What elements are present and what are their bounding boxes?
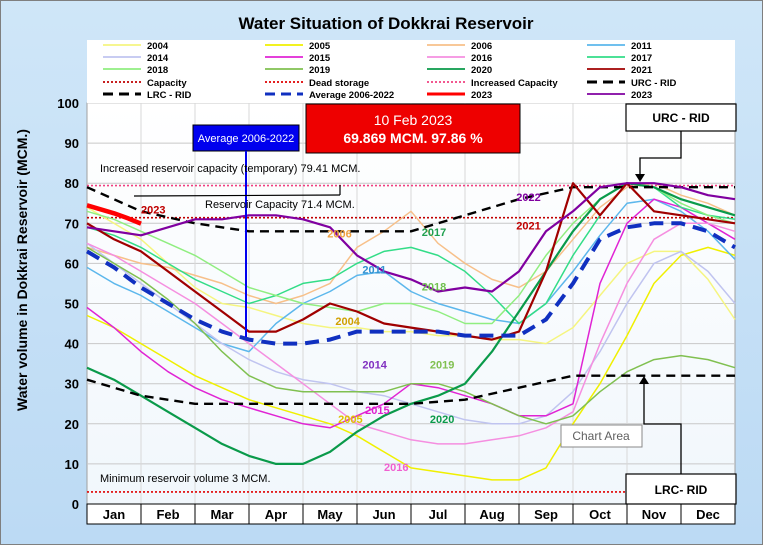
y-tick-label: 30 — [65, 377, 79, 392]
x-tick-label: Oct — [589, 507, 611, 522]
x-tick-label: Apr — [265, 507, 287, 522]
legend-label: 2011 — [631, 41, 652, 52]
legend-label: 2023 — [471, 90, 492, 101]
y-tick-label: 20 — [65, 417, 79, 432]
inline-year-label: 2018 — [422, 282, 446, 294]
svg-text:LRC- RID: LRC- RID — [655, 483, 708, 497]
inline-year-label: 2016 — [384, 462, 408, 474]
y-tick-label: 70 — [65, 216, 79, 231]
svg-text:69.869 MCM. 97.86 %: 69.869 MCM. 97.86 % — [343, 130, 483, 146]
legend-label: LRC - RID — [147, 90, 191, 101]
series-line-2004 — [86, 206, 736, 345]
y-tick-label: 40 — [65, 337, 79, 352]
legend-label: 2005 — [309, 41, 331, 52]
inline-year-label: 2005 — [338, 414, 362, 426]
inline-year-label: 2015 — [365, 405, 389, 417]
series-line-lrc-rid — [86, 374, 735, 405]
legend-label: Increased Capacity — [471, 78, 558, 89]
x-tick-label: Jan — [103, 507, 125, 522]
series-line-2023-red-current- — [86, 203, 142, 226]
inline-year-label: 2021 — [516, 220, 540, 232]
annotation-lrc-box: LRC- RID — [625, 376, 737, 505]
label-reservoir-capacity: Reservoir Capacity 71.4 MCM. — [205, 199, 355, 211]
x-tick-label: Feb — [156, 507, 179, 522]
legend-label: 2020 — [471, 65, 492, 76]
inline-year-label: 2022 — [516, 192, 540, 204]
y-axis-label: Water volume in Dokkrai Reservoir (MCM.) — [14, 129, 30, 411]
y-tick-label: 0 — [72, 497, 79, 512]
chart-title: Water Situation of Dokkrai Reservoir — [238, 14, 533, 33]
x-tick-label: Aug — [479, 507, 504, 522]
legend-label: Capacity — [147, 78, 187, 89]
series-line-2019 — [86, 246, 736, 425]
inline-year-label: 2004 — [335, 316, 360, 328]
legend-label: URC - RID — [631, 78, 677, 89]
legend-background — [87, 40, 735, 103]
annotation-average-box: Average 2006-2022 — [192, 124, 300, 337]
legend-label: 2018 — [147, 65, 168, 76]
inline-year-label: 2023 — [141, 204, 165, 216]
x-tick-label: Sep — [534, 507, 558, 522]
svg-text:Average 2006-2022: Average 2006-2022 — [198, 133, 294, 145]
x-tick-label: Mar — [210, 507, 233, 522]
legend-label: 2021 — [631, 65, 653, 76]
legend-label: 2015 — [309, 53, 331, 64]
y-tick-label: 60 — [65, 256, 79, 271]
x-tick-label: Dec — [696, 507, 720, 522]
x-tick-label: Jul — [429, 507, 448, 522]
legend-label: 2016 — [471, 53, 492, 64]
svg-text:Chart Area: Chart Area — [572, 429, 630, 443]
legend-label: 2006 — [471, 41, 492, 52]
svg-text:URC - RID: URC - RID — [652, 111, 710, 125]
series-line-2011 — [86, 198, 736, 353]
legend-label: Average 2006-2022 — [309, 90, 394, 101]
label-minimum-volume: Minimum reservoir volume 3 MCM. — [100, 473, 271, 485]
series-line-2005 — [86, 246, 736, 481]
y-tick-label: 50 — [65, 297, 79, 312]
x-tick-label: May — [317, 507, 343, 522]
legend-label: 2014 — [147, 53, 169, 64]
legend-label: Dead storage — [309, 78, 369, 89]
y-tick-label: 90 — [65, 136, 79, 151]
x-tick-label: Nov — [642, 507, 667, 522]
inline-year-label: 2006 — [327, 228, 351, 240]
inline-year-label: 2011 — [362, 264, 386, 276]
inline-year-label: 2020 — [430, 414, 454, 426]
legend-label: 2017 — [631, 53, 652, 64]
chart-area-tooltip: Chart Area — [560, 424, 643, 448]
legend-label: 2004 — [147, 41, 169, 52]
legend: 2004 2005 2006 2011 2014 2015 2016 2017 2018 2019… — [87, 40, 735, 103]
inline-year-label: 2017 — [422, 227, 446, 239]
y-tick-label: 80 — [65, 176, 79, 191]
series-line-urc-rid — [86, 185, 735, 233]
y-tick-label: 100 — [57, 96, 79, 111]
series-line-2006 — [86, 182, 736, 305]
y-tick-label: 10 — [65, 457, 79, 472]
label-increased-capacity: Increased reservoir capacity (temporary)… — [100, 163, 360, 175]
inline-year-label: 2014 — [362, 359, 387, 371]
annotation-urc-box: URC - RID — [625, 103, 737, 182]
inline-year-label: 2019 — [430, 359, 454, 371]
svg-text:10 Feb 2023: 10 Feb 2023 — [374, 112, 453, 128]
series-line-2016 — [86, 222, 736, 445]
legend-label: 2019 — [309, 65, 330, 76]
legend-label: 2023 — [631, 90, 652, 101]
annotation-current-box: 10 Feb 2023 69.869 MCM. 97.86 % — [133, 103, 521, 197]
series-line-2023-purple- — [86, 182, 736, 293]
x-tick-label: Jun — [372, 507, 395, 522]
